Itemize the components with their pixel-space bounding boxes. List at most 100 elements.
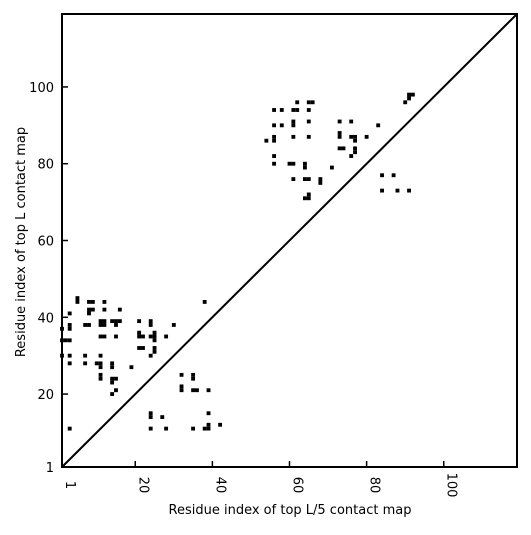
- contact-point: [114, 323, 118, 327]
- contact-point: [67, 326, 72, 331]
- contact-point: [306, 196, 311, 201]
- contact-point: [303, 161, 307, 166]
- contact-point: [303, 177, 307, 181]
- contact-point: [191, 372, 196, 377]
- contact-point: [291, 123, 296, 128]
- contact-point: [67, 426, 72, 431]
- contact-point: [148, 323, 153, 327]
- contact-point: [141, 334, 145, 339]
- contact-point: [148, 334, 153, 339]
- contact-point: [291, 108, 296, 112]
- contact-point: [152, 334, 157, 339]
- contact-point: [272, 161, 277, 166]
- contact-point: [353, 138, 357, 143]
- contact-point: [87, 311, 91, 316]
- contact-point: [410, 92, 415, 97]
- contact-point: [67, 338, 72, 343]
- contact-point: [102, 323, 107, 327]
- contact-point: [272, 138, 277, 143]
- contact-point: [179, 388, 184, 393]
- x-tick-label: 40: [212, 477, 227, 494]
- contact-point: [353, 146, 357, 151]
- contact-point: [148, 415, 153, 420]
- contact-point: [152, 346, 157, 350]
- contact-point: [110, 392, 115, 396]
- contact-point: [160, 415, 165, 420]
- contact-point: [206, 426, 211, 431]
- contact-point: [98, 365, 103, 370]
- contact-point: [310, 100, 315, 105]
- contact-point: [349, 134, 354, 139]
- x-axis-label: Residue index of top L/5 contact map: [169, 503, 412, 518]
- x-tick-label: 80: [367, 477, 382, 494]
- contact-point: [295, 100, 300, 105]
- contact-point: [114, 319, 118, 324]
- contact-point: [117, 307, 122, 312]
- contact-point: [179, 384, 184, 389]
- contact-point: [272, 134, 277, 139]
- contact-point: [291, 177, 296, 181]
- contact-point: [137, 346, 142, 350]
- contact-point: [164, 426, 169, 431]
- contact-point: [306, 100, 311, 105]
- contact-point: [337, 134, 342, 139]
- contact-point: [353, 150, 357, 155]
- diagonal-line: [61, 13, 518, 468]
- contact-point: [306, 108, 311, 112]
- contact-point: [141, 346, 145, 350]
- contact-point: [67, 323, 72, 327]
- contact-point: [90, 307, 95, 312]
- contact-point: [102, 319, 107, 324]
- contact-point: [329, 165, 334, 170]
- contact-point: [306, 177, 311, 181]
- contact-point: [67, 361, 72, 366]
- y-tick-label: 60: [37, 235, 54, 250]
- contact-point: [318, 181, 323, 185]
- contact-point: [191, 376, 196, 381]
- contact-point: [380, 173, 384, 178]
- contact-point: [206, 411, 211, 416]
- contact-point: [114, 376, 118, 381]
- contact-point: [98, 323, 103, 327]
- contact-point: [90, 300, 95, 304]
- contact-point: [137, 334, 142, 339]
- contact-point: [272, 154, 277, 158]
- contact-point: [152, 330, 157, 335]
- contact-point: [318, 177, 323, 181]
- contact-point: [114, 388, 118, 393]
- contact-point: [83, 353, 88, 358]
- contact-point: [403, 100, 408, 105]
- contact-point: [87, 307, 91, 312]
- contact-point: [98, 353, 103, 358]
- x-tick-label: 100: [444, 473, 459, 498]
- contact-point: [407, 96, 411, 101]
- y-axis-label: Residue index of top L contact map: [14, 127, 29, 357]
- y-tick-label: 40: [37, 311, 54, 326]
- contact-point: [291, 134, 296, 139]
- contact-point: [110, 380, 115, 385]
- contact-point: [87, 323, 91, 327]
- contact-point: [291, 161, 296, 166]
- contact-point: [152, 349, 157, 354]
- contact-point: [83, 361, 88, 366]
- contact-point: [114, 334, 118, 339]
- contact-point: [98, 372, 103, 377]
- contact-point: [129, 365, 134, 370]
- contact-point: [353, 134, 357, 139]
- contact-point: [306, 119, 311, 124]
- contact-point: [291, 119, 296, 124]
- contact-point: [75, 296, 80, 301]
- contact-point: [117, 319, 122, 324]
- contact-point: [98, 361, 103, 366]
- contact-point: [337, 146, 342, 151]
- contact-point: [376, 123, 381, 128]
- contact-point: [206, 422, 211, 427]
- contact-point: [349, 154, 354, 158]
- contact-point: [218, 422, 223, 427]
- contact-point: [152, 338, 157, 343]
- contact-point: [295, 108, 300, 112]
- contact-point: [63, 338, 68, 343]
- contact-point: [110, 361, 115, 366]
- contact-point: [87, 300, 91, 304]
